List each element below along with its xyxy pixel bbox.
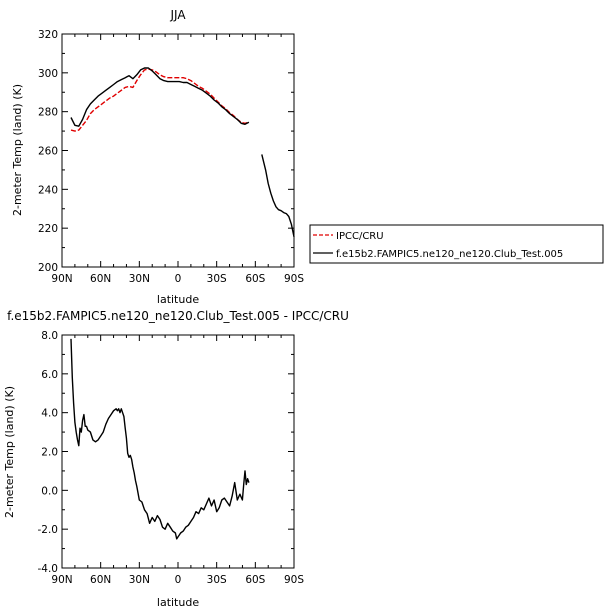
bottom-y-tick-label: 6.0 <box>41 369 58 381</box>
bottom-y-tick-label: 8.0 <box>41 330 58 342</box>
bottom-axis-ticks: 90N 60N 30N 0 30S 60S 90S -4.0 -2.0 0.0 2.0 4.0 6.0 8… <box>38 330 305 586</box>
top-series-1-line-segment-1 <box>261 154 295 238</box>
top-y-tick-label: 220 <box>38 223 58 235</box>
top-plot-frame <box>61 33 295 268</box>
top-y-tick-label: 320 <box>38 29 58 41</box>
bottom-y-axis-label: 2-meter Temp (land) (K) <box>3 386 16 518</box>
top-x-axis-label: latitude <box>157 293 199 306</box>
top-y-tick-label: 260 <box>38 146 58 158</box>
top-x-tick-label: 60N <box>90 273 111 285</box>
top-x-tick-label: 0 <box>175 273 182 285</box>
bottom-y-tick-label: 0.0 <box>41 485 58 497</box>
legend-box <box>309 224 604 264</box>
bottom-y-tick-label: -2.0 <box>38 524 59 536</box>
top-y-tick-label: 240 <box>38 184 58 196</box>
legend: IPCC/CRU f.e15b2.FAMPIC5.ne120_ne120.Clu… <box>309 224 604 264</box>
legend-label-model-run: f.e15b2.FAMPIC5.ne120_ne120.Club_Test.00… <box>336 249 563 260</box>
bottom-plot-frame <box>61 334 295 569</box>
top-plot-marks <box>70 67 295 238</box>
top-y-tick-label: 280 <box>38 107 58 119</box>
bottom-series-0-line <box>70 338 250 540</box>
bottom-panel: f.e15b2.FAMPIC5.ne120_ne120.Club_Test.00… <box>3 309 349 609</box>
top-y-axis-label: 2-meter Temp (land) (K) <box>11 84 24 216</box>
top-x-tick-label: 60S <box>245 273 265 285</box>
bottom-plot-marks <box>70 338 250 540</box>
top-panel: JJA 90N 60N 30N 0 30S 60S 90S 200 220 240 260 280 30… <box>11 8 304 306</box>
bottom-x-tick-label: 90N <box>51 574 72 586</box>
top-x-tick-label: 30N <box>129 273 150 285</box>
bottom-y-tick-label: -4.0 <box>38 563 59 575</box>
top-chart-title: JJA <box>169 8 186 22</box>
bottom-y-tick-label: 2.0 <box>41 447 58 459</box>
bottom-x-axis-label: latitude <box>157 596 199 609</box>
top-x-tick-label: 90N <box>51 273 72 285</box>
top-axis-ticks: 90N 60N 30N 0 30S 60S 90S 200 220 240 260 280 300 320 <box>38 29 304 285</box>
bottom-x-tick-label: 90S <box>284 574 304 586</box>
bottom-chart-title: f.e15b2.FAMPIC5.ne120_ne120.Club_Test.00… <box>7 309 349 323</box>
top-x-tick-label: 30S <box>207 273 227 285</box>
bottom-x-tick-label: 60N <box>90 574 111 586</box>
bottom-x-tick-label: 30S <box>207 574 227 586</box>
bottom-x-tick-label: 30N <box>129 574 150 586</box>
bottom-x-tick-label: 0 <box>175 574 182 586</box>
top-y-tick-label: 300 <box>38 68 58 80</box>
bottom-x-tick-label: 60S <box>245 574 265 586</box>
bottom-y-tick-label: 4.0 <box>41 408 58 420</box>
top-series-1-line-segment-0 <box>70 67 250 127</box>
top-y-tick-label: 200 <box>38 262 58 274</box>
top-x-tick-label: 90S <box>284 273 304 285</box>
legend-label-ipcc-cru: IPCC/CRU <box>336 231 384 242</box>
